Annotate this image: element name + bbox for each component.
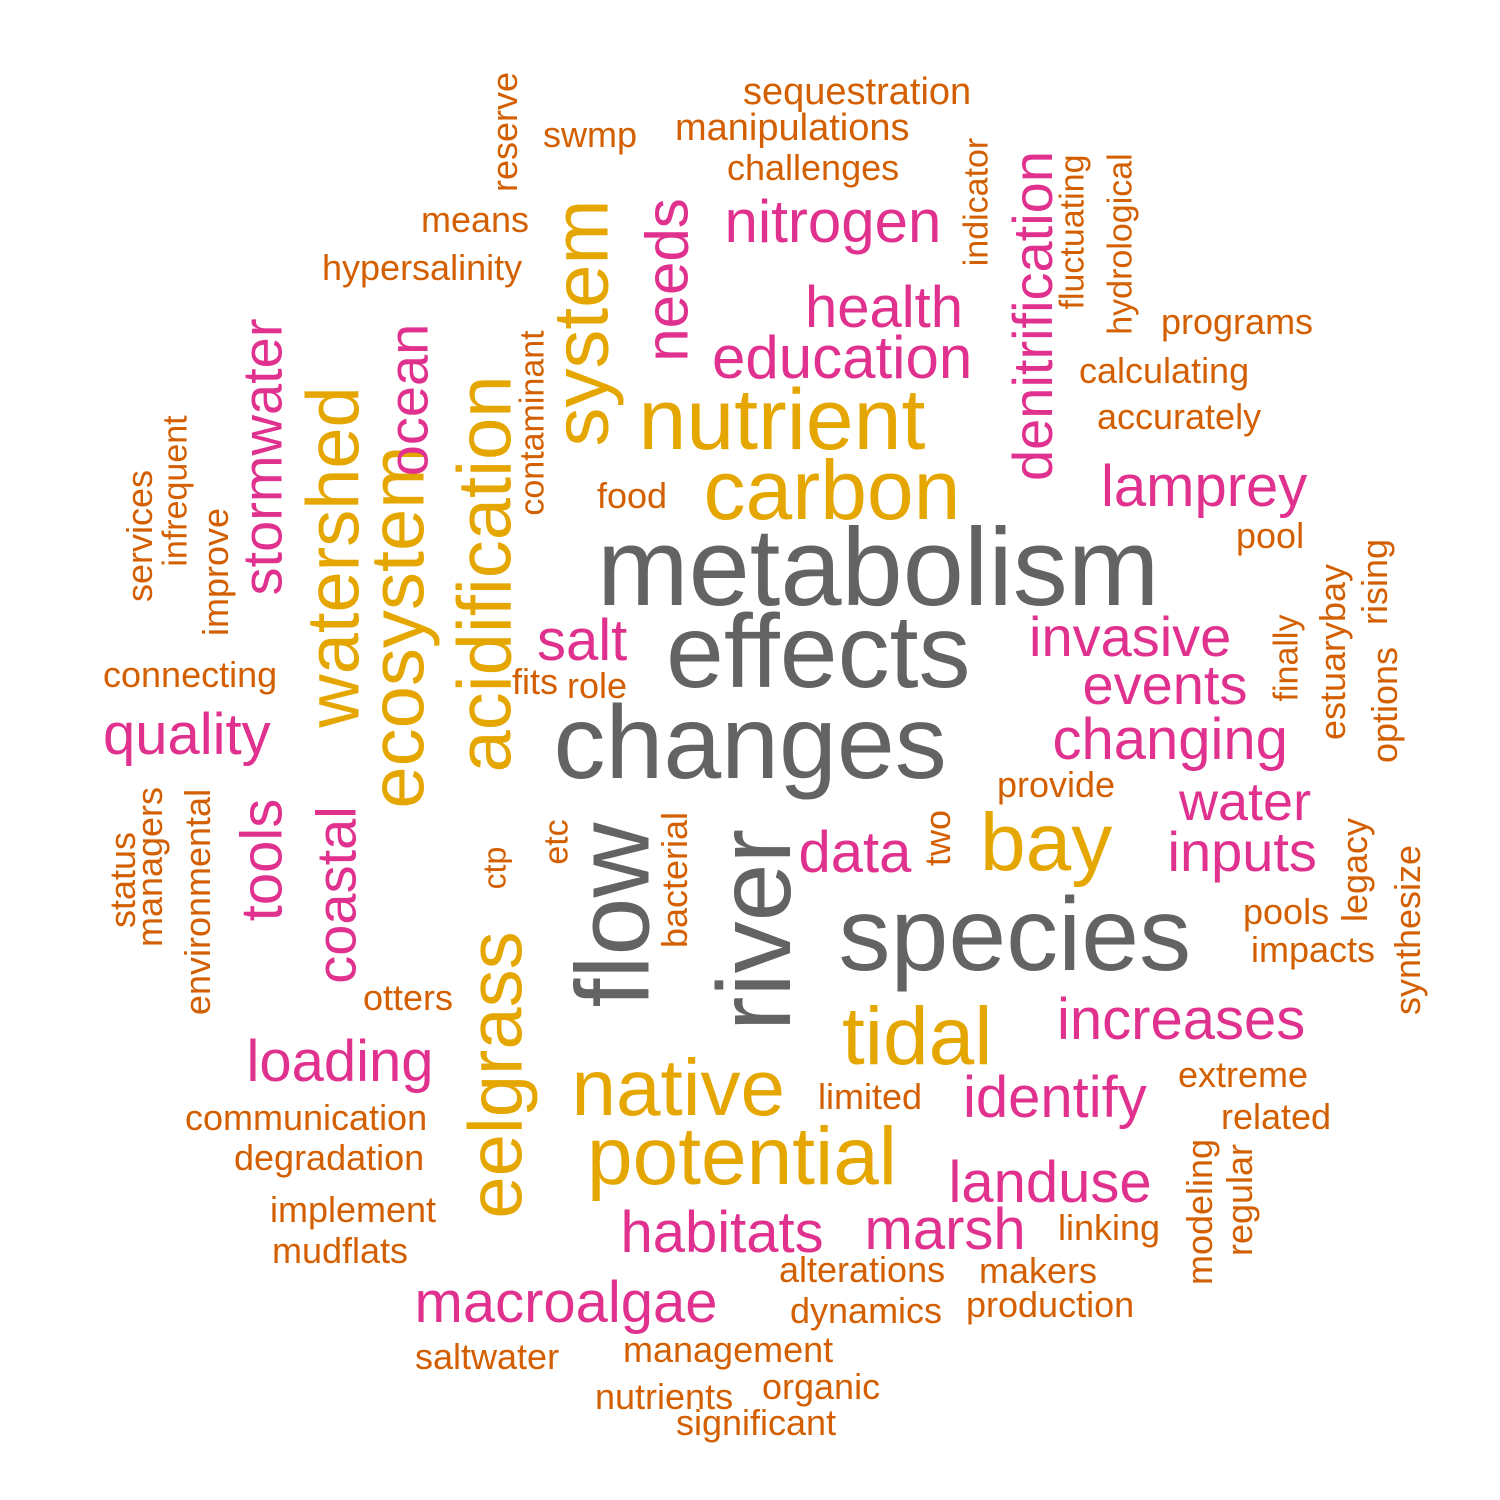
word-nutrient: nutrient <box>638 372 926 468</box>
word-contaminant: contaminant <box>513 330 552 516</box>
word-education: education <box>712 324 973 391</box>
word-organic: organic <box>762 1366 881 1407</box>
word-regular: regular <box>1219 1143 1261 1257</box>
word-pools: pools <box>1243 891 1330 932</box>
word-options: options <box>1364 646 1406 764</box>
word-programs: programs <box>1161 301 1314 342</box>
word-hypersalinity: hypersalinity <box>322 247 523 288</box>
word-services: services <box>119 469 161 603</box>
word-indicator: indicator <box>956 137 995 267</box>
word-means: means <box>421 199 530 240</box>
word-limited: limited <box>818 1076 923 1117</box>
word-marsh: marsh <box>864 1197 1026 1262</box>
word-challenges: challenges <box>727 147 900 188</box>
word-needs: needs <box>633 198 701 362</box>
word-saltwater: saltwater <box>415 1336 560 1377</box>
word-food: food <box>597 475 668 516</box>
word-infrequent: infrequent <box>156 415 195 567</box>
word-health: health <box>805 275 964 340</box>
word-managers: managers <box>129 786 171 948</box>
word-etc: etc <box>537 819 576 865</box>
word-effects: effects <box>666 594 971 710</box>
word-bay: bay <box>980 797 1113 888</box>
word-eelgrass: eelgrass <box>453 931 539 1219</box>
word-communication: communication <box>185 1097 428 1138</box>
word-ocean: ocean <box>375 323 439 477</box>
word-bacterial: bacterial <box>654 811 696 949</box>
word-events: events <box>1082 653 1248 716</box>
word-rising: rising <box>1354 538 1396 626</box>
word-accurately: accurately <box>1097 396 1262 437</box>
word-connecting: connecting <box>103 654 278 695</box>
word-landuse: landuse <box>948 1150 1152 1215</box>
word-inputs: inputs <box>1167 820 1317 883</box>
word-habitats: habitats <box>620 1200 824 1265</box>
word-makers: makers <box>979 1250 1098 1291</box>
word-provide: provide <box>997 764 1116 805</box>
word-modeling: modeling <box>1179 1138 1221 1286</box>
word-extreme: extreme <box>1178 1054 1309 1095</box>
word-macroalgae: macroalgae <box>414 1270 718 1335</box>
word-identify: identify <box>963 1065 1147 1130</box>
word-tidal: tidal <box>842 991 993 1082</box>
word-management: management <box>623 1329 834 1370</box>
word-nitrogen: nitrogen <box>724 188 942 255</box>
word-native: native <box>571 1043 785 1132</box>
word-degradation: degradation <box>234 1137 425 1178</box>
word-sequestration: sequestration <box>743 71 972 113</box>
word-finally: finally <box>1266 614 1305 702</box>
word-fits: fits <box>512 661 559 702</box>
word-linking: linking <box>1058 1207 1161 1248</box>
word-salt: salt <box>537 608 628 673</box>
word-production: production <box>966 1284 1135 1325</box>
word-system: system <box>536 199 625 447</box>
word-river: river <box>697 828 814 1032</box>
word-reserve: reserve <box>484 71 526 193</box>
word-otters: otters <box>363 977 454 1018</box>
word-manipulations: manipulations <box>675 107 910 149</box>
word-watershed: watershed <box>291 386 375 728</box>
word-implement: implement <box>270 1189 437 1230</box>
word-legacy: legacy <box>1334 817 1376 923</box>
word-estuarybay: estuarybay <box>1312 563 1354 741</box>
word-increases: increases <box>1057 987 1306 1052</box>
word-water: water <box>1179 772 1312 832</box>
word-two: two <box>917 809 959 867</box>
word-data: data <box>798 820 912 885</box>
word-carbon: carbon <box>703 443 961 537</box>
word-loading: loading <box>246 1029 434 1094</box>
word-mudflats: mudflats <box>272 1230 409 1271</box>
word-coastal: coastal <box>304 806 368 984</box>
word-impacts: impacts <box>1251 929 1376 970</box>
word-metabolism: metabolism <box>597 506 1160 629</box>
word-stormwater: stormwater <box>229 318 293 596</box>
word-environmental: environmental <box>177 788 219 1016</box>
word-improve: improve <box>195 507 237 637</box>
word-nutrients: nutrients <box>595 1376 734 1417</box>
word-hydrological: hydrological <box>1101 153 1140 335</box>
word-pool: pool <box>1236 515 1305 556</box>
word-flow: flow <box>554 822 671 1008</box>
word-synthesize: synthesize <box>1387 844 1429 1016</box>
word-dynamics: dynamics <box>790 1290 943 1331</box>
word-alterations: alterations <box>779 1249 946 1290</box>
word-role: role <box>567 665 628 706</box>
word-acidification: acidification <box>442 375 528 773</box>
word-calculating: calculating <box>1079 350 1250 391</box>
word-ctp: ctp <box>475 846 512 890</box>
word-species: species <box>838 877 1192 993</box>
word-related: related <box>1221 1096 1332 1137</box>
word-lamprey: lamprey <box>1101 454 1308 519</box>
word-significant: significant <box>676 1402 837 1443</box>
word-tools: tools <box>228 798 294 922</box>
word-fluctuating: fluctuating <box>1053 154 1091 310</box>
word-changes: changes <box>553 685 947 801</box>
word-invasive: invasive <box>1029 605 1232 668</box>
word-changing: changing <box>1052 707 1288 772</box>
word-potential: potential <box>587 1111 898 1202</box>
word-quality: quality <box>103 702 271 767</box>
word-swmp: swmp <box>543 114 638 155</box>
